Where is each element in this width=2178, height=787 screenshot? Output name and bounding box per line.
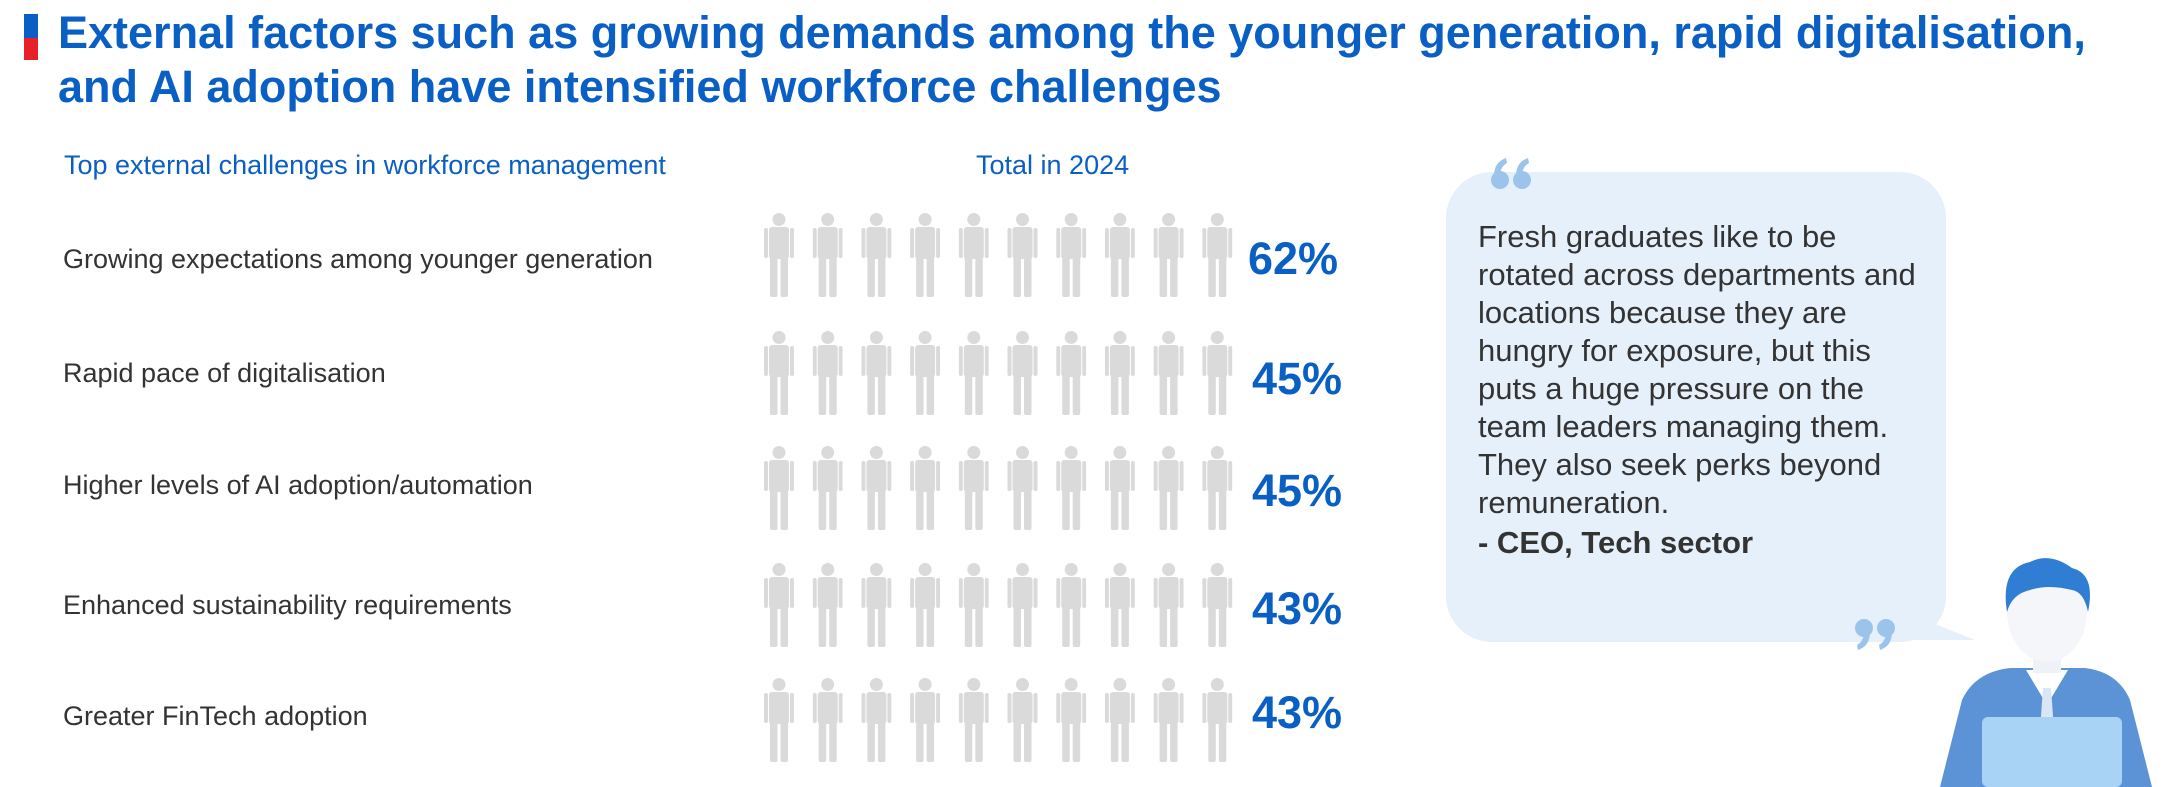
row-label-1: Growing expectations among younger gener… xyxy=(63,244,653,274)
title-accent-bar-red xyxy=(24,38,38,60)
ceo-avatar-illustration xyxy=(1940,558,2152,787)
row-label-5: Greater FinTech adoption xyxy=(63,701,368,731)
close-quote-icon xyxy=(1855,619,1895,650)
value-label-4: 43% xyxy=(1252,583,1343,634)
open-quote-icon xyxy=(1491,158,1531,189)
value-label-3: 45% xyxy=(1252,465,1343,516)
value-column-header: Total in 2024 xyxy=(976,150,1130,180)
row-label-4: Enhanced sustainability requirements xyxy=(63,590,512,620)
quote-bubble xyxy=(1446,172,1946,642)
value-label-2: 45% xyxy=(1252,353,1343,404)
page-title: External factors such as growing demands… xyxy=(58,7,2086,112)
value-label-1: 62% xyxy=(1248,233,1339,284)
bubble-tail xyxy=(1900,610,1975,640)
chart-title: Top external challenges in workforce man… xyxy=(64,150,666,180)
row-label-2: Rapid pace of digitalisation xyxy=(63,358,386,388)
row-label-3: Higher levels of AI adoption/automation xyxy=(63,470,533,500)
quote-attribution: - CEO, Tech sector xyxy=(1478,525,1754,560)
quote-text: Fresh graduates like to be rotated acros… xyxy=(1478,219,1916,520)
value-label-5: 43% xyxy=(1252,687,1343,738)
